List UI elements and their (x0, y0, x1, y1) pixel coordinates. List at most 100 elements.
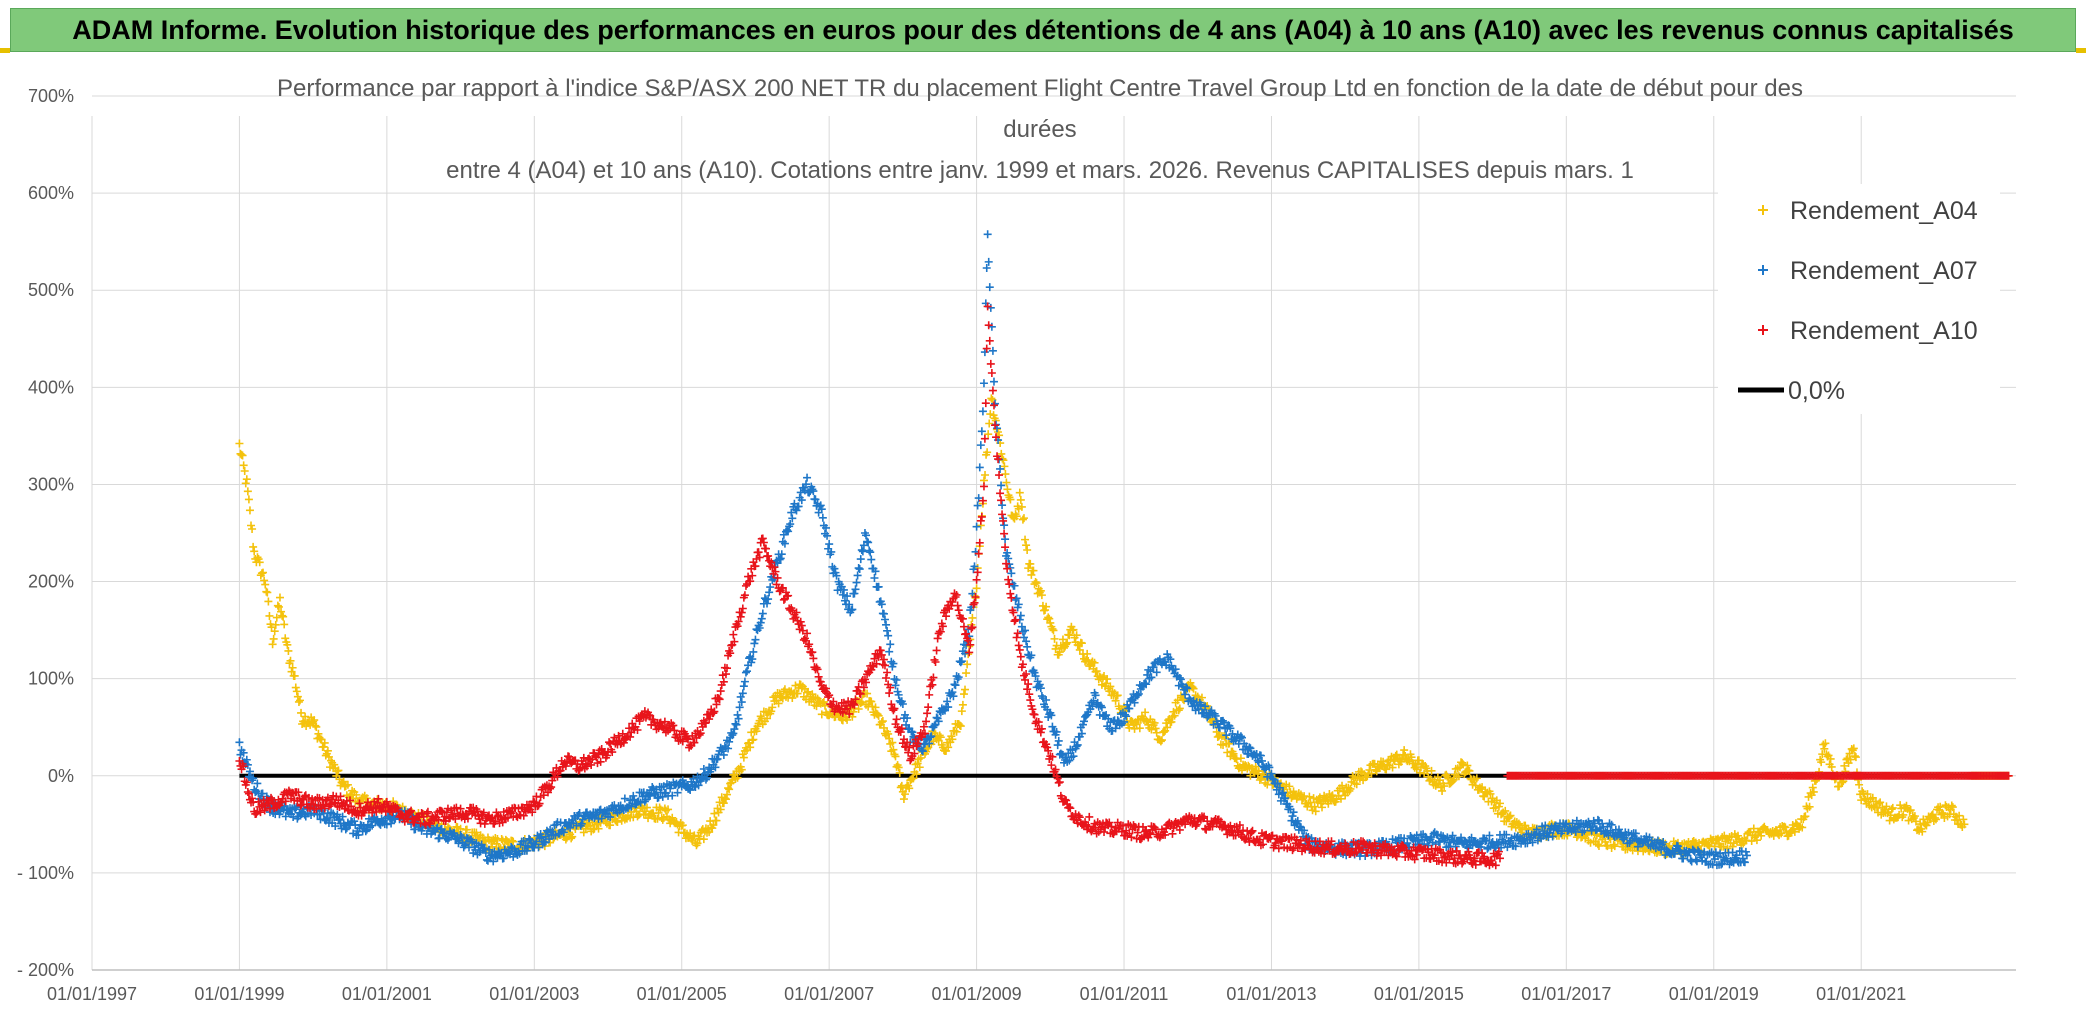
data-point (346, 796, 355, 805)
data-point (1010, 581, 1019, 590)
data-point (1058, 635, 1067, 644)
data-point (281, 797, 290, 806)
data-point (1034, 718, 1043, 727)
data-point (1161, 830, 1170, 839)
data-point (1170, 711, 1179, 720)
data-point (546, 784, 555, 793)
data-point (1451, 842, 1460, 851)
y-axis-labels: 700%600%500%400%300%200%100%0%- 100%- 20… (17, 86, 74, 980)
data-point (797, 496, 806, 505)
data-point (871, 567, 880, 576)
data-point (712, 700, 721, 709)
data-point (981, 471, 990, 480)
data-point (1749, 824, 1758, 833)
data-point (1201, 702, 1210, 711)
data-point (1004, 554, 1013, 563)
data-point (1288, 812, 1297, 821)
data-point (943, 697, 952, 706)
data-point (239, 762, 248, 771)
data-point (1448, 831, 1457, 840)
data-point (707, 765, 716, 774)
data-point (1279, 788, 1288, 797)
data-point (1183, 684, 1192, 693)
data-point (995, 471, 1004, 480)
data-point (712, 816, 721, 825)
data-point (958, 700, 967, 709)
data-point (1876, 798, 1885, 807)
data-point (300, 792, 309, 801)
legend-swatch-a04 (1758, 205, 1768, 215)
data-point (355, 799, 364, 808)
data-point (809, 487, 818, 496)
data-point (1495, 854, 1504, 863)
data-point (787, 508, 796, 517)
data-point (1719, 842, 1728, 851)
data-point (1265, 763, 1274, 772)
y-tick-label: 700% (28, 86, 74, 106)
data-point (1012, 633, 1021, 642)
data-point (883, 668, 892, 677)
data-point (1002, 559, 1011, 568)
data-point (1477, 843, 1486, 852)
data-point (256, 808, 265, 817)
data-point (864, 538, 873, 547)
data-point (1226, 821, 1235, 830)
data-point (1186, 678, 1195, 687)
data-point (917, 746, 926, 755)
series-a10-flat (1503, 771, 2013, 780)
data-point (1175, 704, 1184, 713)
data-point (1046, 618, 1055, 627)
data-point (927, 732, 936, 741)
data-point (1740, 858, 1749, 867)
data-point (929, 673, 938, 682)
data-point (1236, 754, 1245, 763)
data-point (529, 797, 538, 806)
data-point (972, 522, 981, 531)
data-point (896, 728, 905, 737)
data-point (970, 598, 979, 607)
data-point (1022, 541, 1031, 550)
data-point (856, 689, 865, 698)
data-point (882, 674, 891, 683)
data-point (442, 808, 451, 817)
data-point (818, 513, 827, 522)
data-point (764, 551, 773, 560)
data-point (701, 775, 710, 784)
data-point (670, 726, 679, 735)
data-point (1324, 799, 1333, 808)
data-point (788, 606, 797, 615)
data-point (1256, 751, 1265, 760)
data-point (602, 751, 611, 760)
data-point (323, 793, 332, 802)
data-point (1320, 849, 1329, 858)
data-point (244, 789, 253, 798)
data-point (719, 750, 728, 759)
data-point (985, 336, 994, 345)
legend-label-a04: Rendement_A04 (1790, 197, 1978, 225)
chart-title-line-2: durées (1003, 116, 1076, 143)
data-point (987, 394, 996, 403)
data-point (768, 703, 777, 712)
data-point (311, 721, 320, 730)
data-point (788, 694, 797, 703)
data-point (978, 407, 987, 416)
data-point (1145, 830, 1154, 839)
data-point (257, 800, 266, 809)
data-point (924, 703, 933, 712)
data-point (497, 834, 506, 843)
data-point (1169, 824, 1178, 833)
data-point (1511, 842, 1520, 851)
data-point (915, 763, 924, 772)
data-point (771, 567, 780, 576)
data-point (1267, 769, 1276, 778)
data-point (1002, 478, 1011, 487)
data-point (336, 792, 345, 801)
data-point (877, 600, 886, 609)
data-point (341, 825, 350, 834)
data-point (1102, 679, 1111, 688)
data-point (1360, 839, 1369, 848)
data-point (1023, 545, 1032, 554)
data-point (244, 495, 253, 504)
data-point (840, 596, 849, 605)
data-point (876, 646, 885, 655)
